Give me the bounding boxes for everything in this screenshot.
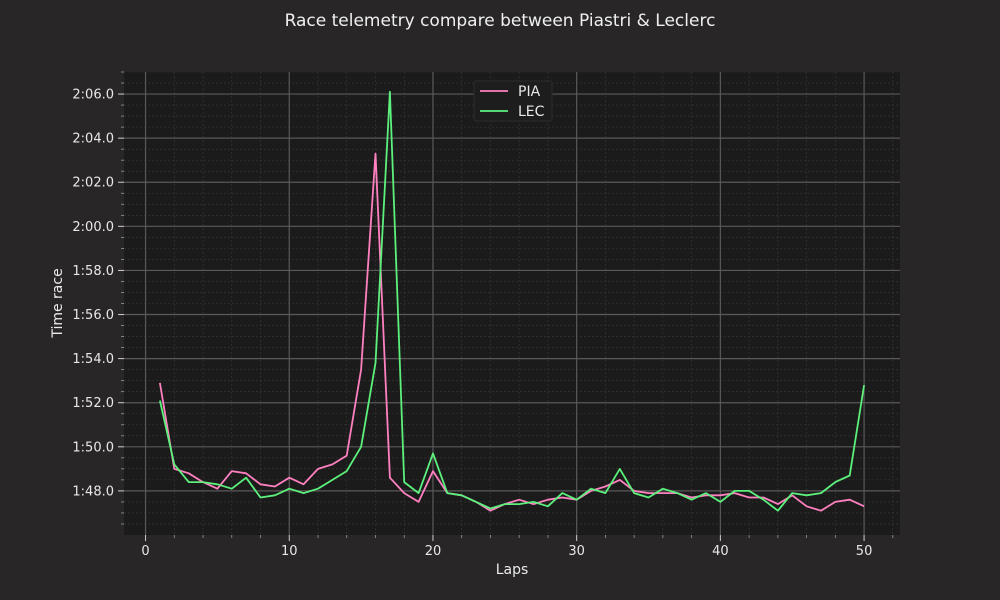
axis-ticks [118, 71, 894, 541]
y-tick-label: 1:58.0 [72, 264, 114, 279]
y-tick-label: 2:04.0 [72, 132, 114, 147]
legend-label-lec: LEC [518, 104, 545, 120]
y-tick-label: 1:50.0 [72, 440, 114, 455]
x-tick-label: 0 [141, 544, 149, 559]
series-line-lec [159, 90, 865, 512]
legend: PIA LEC [473, 80, 553, 122]
x-tick-label: 50 [856, 544, 873, 559]
y-tick-label: 2:00.0 [72, 220, 114, 235]
chart-title: Race telemetry compare between Piastri &… [285, 11, 716, 31]
minor-gridlines [124, 71, 900, 535]
legend-label-pia: PIA [518, 84, 541, 100]
x-tick-label: 10 [281, 544, 298, 559]
x-tick-label: 20 [425, 544, 442, 559]
x-tick-label: 30 [568, 544, 585, 559]
x-tick-label: 40 [712, 544, 729, 559]
x-tick-labels: 0 10 20 30 40 50 [141, 544, 872, 559]
x-axis-label: Laps [496, 562, 529, 578]
series-line-pia [159, 152, 865, 512]
major-gridlines [124, 72, 900, 535]
y-tick-label: 1:54.0 [72, 352, 114, 367]
y-tick-label: 2:06.0 [72, 88, 114, 103]
series-layer [159, 90, 865, 512]
y-tick-label: 1:48.0 [72, 484, 114, 499]
y-axis-label: Time race [50, 268, 66, 338]
y-tick-labels: 1:48.0 1:50.0 1:52.0 1:54.0 1:56.0 1:58.0 2:00… [72, 88, 114, 500]
y-tick-label: 2:02.0 [72, 176, 114, 191]
y-tick-label: 1:56.0 [72, 308, 114, 323]
y-tick-label: 1:52.0 [72, 396, 114, 411]
